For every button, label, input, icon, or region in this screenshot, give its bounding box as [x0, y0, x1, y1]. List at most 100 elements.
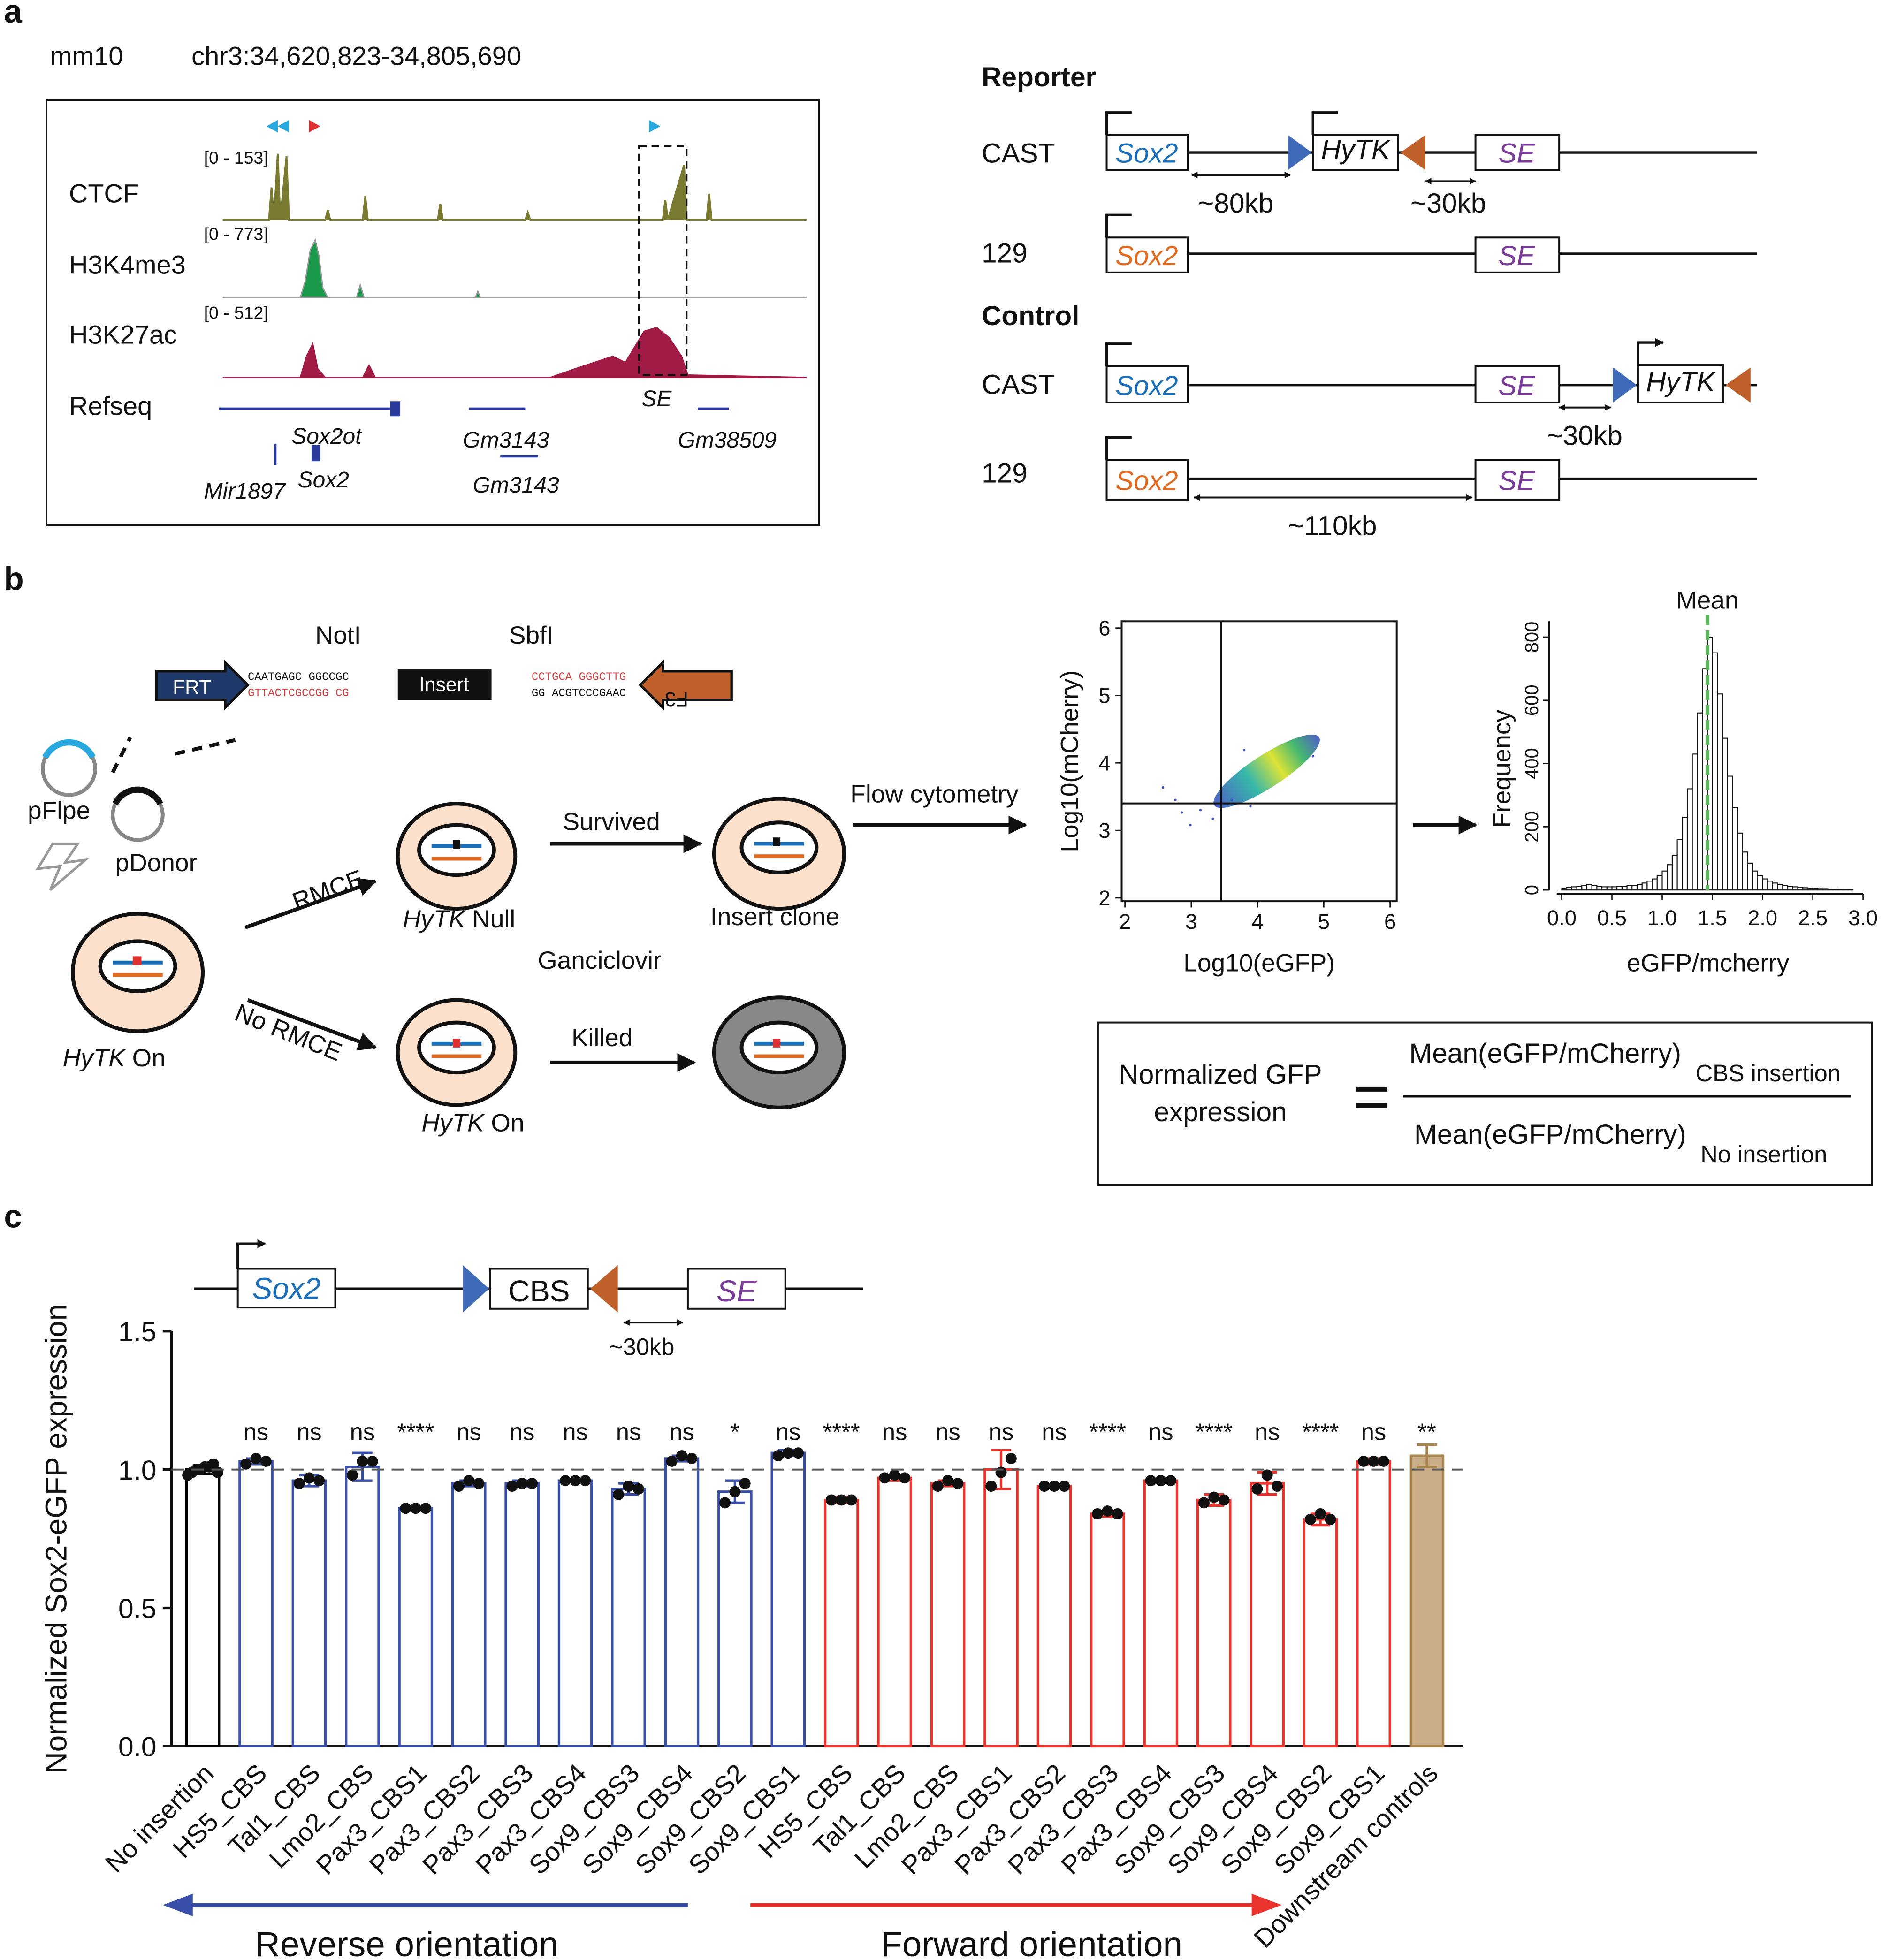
data-point	[516, 1478, 528, 1489]
bar	[1090, 1512, 1125, 1748]
x-tick-label: 4	[1252, 910, 1264, 934]
gene-box-label: SE	[1498, 371, 1535, 401]
panel-c: c Sox2 CBS SE ~30kb	[4, 1198, 863, 1360]
bar	[238, 1460, 274, 1748]
bar	[1250, 1482, 1285, 1748]
x-tick-label: 1.0	[1647, 906, 1677, 930]
data-point	[899, 1472, 910, 1484]
gene-box-label: HyTK	[1321, 134, 1391, 165]
significance: *	[731, 1419, 740, 1445]
cell-label-state: On	[491, 1109, 524, 1137]
track-label: CTCF	[69, 179, 139, 208]
histogram-bar	[1847, 889, 1854, 891]
histogram-bar	[1692, 753, 1698, 891]
strain: CAST	[982, 138, 1055, 168]
gene-box-label: Sox2	[1115, 466, 1178, 496]
x-tick-label: 2	[1119, 910, 1131, 934]
data-point	[1092, 1508, 1104, 1519]
x-tick-label: 2.0	[1748, 906, 1777, 930]
h3k27ac-signal	[222, 327, 807, 379]
refseq-genes	[219, 401, 729, 465]
data-point	[357, 1455, 368, 1467]
gene-box-label: Sox2	[1115, 138, 1178, 168]
histogram-bar	[1762, 878, 1768, 891]
sequence: GG ACGTCCCGAAC	[532, 687, 626, 700]
data-point	[676, 1450, 687, 1462]
histogram-bar	[1561, 888, 1568, 891]
histogram-bar	[1812, 888, 1819, 891]
histogram-bar	[1777, 883, 1783, 891]
data-point	[1165, 1475, 1177, 1487]
track-range: [0 - 512]	[204, 303, 268, 322]
bar	[557, 1479, 593, 1748]
formula-sub: No insertion	[1700, 1141, 1827, 1168]
significance: ns	[616, 1419, 641, 1445]
step-label: Killed	[571, 1024, 632, 1052]
y-tick-label: 200	[1522, 811, 1542, 843]
formula-box	[1097, 1021, 1873, 1186]
significance: ****	[1302, 1419, 1339, 1445]
y-tick-label: 6	[1098, 616, 1110, 640]
data-point	[1358, 1455, 1370, 1467]
significance: ns	[244, 1419, 268, 1445]
bar	[1409, 1454, 1445, 1748]
histogram-bar	[1837, 889, 1844, 891]
histogram-bar	[1732, 807, 1738, 891]
data-point	[453, 1481, 465, 1492]
data-point	[1218, 1494, 1230, 1506]
data-point	[1325, 1513, 1336, 1525]
step-label: RMCE	[289, 865, 367, 916]
histogram-bar	[1752, 870, 1758, 891]
cell-label: HyTK On	[421, 1109, 524, 1137]
histogram-bar	[1571, 886, 1577, 891]
histogram-bar	[1641, 882, 1648, 891]
panel-label: b	[4, 561, 23, 597]
data-point	[889, 1469, 900, 1481]
step-label: Survived	[563, 808, 660, 836]
bar	[1143, 1479, 1179, 1748]
y-tick-label: 4	[1098, 751, 1110, 775]
enzyme: NotI	[315, 622, 361, 649]
data-point	[570, 1475, 581, 1487]
sequence: CAATGAGC GGCCGC	[248, 671, 349, 684]
bar	[770, 1451, 806, 1748]
strain: 129	[982, 458, 1028, 489]
significance: ns	[457, 1419, 481, 1445]
cells	[70, 797, 846, 1109]
bar	[930, 1482, 966, 1748]
orientation-arrowhead	[1251, 1893, 1282, 1916]
histogram-bar	[1802, 887, 1808, 891]
data-point	[879, 1472, 891, 1484]
histogram-bar	[1566, 887, 1572, 891]
distance: ~30kb	[1410, 188, 1486, 219]
data-point	[526, 1478, 538, 1489]
histogram-bar	[1807, 888, 1813, 891]
motif-arrows	[266, 120, 661, 133]
bar	[664, 1457, 700, 1748]
histogram-bar	[1631, 884, 1638, 891]
panel-b: b NotI SbfI FRT Insert F3 CAATGAGC GGCCG…	[4, 561, 1873, 1186]
formula-sub: CBS insertion	[1696, 1060, 1841, 1086]
construct-title: Control	[982, 301, 1079, 331]
y-tick-label: 0.5	[118, 1594, 156, 1624]
gene-label: Gm3143	[463, 428, 549, 453]
significance: ns	[563, 1419, 587, 1445]
data-point	[846, 1494, 857, 1506]
gene-label: Sox2	[298, 468, 349, 493]
formula-text: Mean(eGFP/mCherry)	[1414, 1119, 1686, 1150]
cell-label: Insert clone	[710, 903, 839, 931]
significance: ns	[776, 1419, 800, 1445]
step-label: Flow cytometry	[850, 781, 1019, 808]
y-tick-label: 600	[1522, 684, 1542, 716]
data-point	[240, 1458, 252, 1470]
histogram-bar	[1717, 693, 1723, 891]
x-tick-label: 5	[1318, 910, 1330, 934]
y-tick-label: 0.0	[118, 1732, 156, 1762]
data-point	[1155, 1475, 1166, 1487]
assembly: mm10	[50, 41, 123, 71]
track-label: Refseq	[69, 391, 152, 421]
data-point	[1272, 1481, 1283, 1492]
plot-frame	[1120, 620, 1398, 903]
gene-box-label: SE	[1498, 138, 1535, 168]
data-point	[1198, 1497, 1210, 1509]
